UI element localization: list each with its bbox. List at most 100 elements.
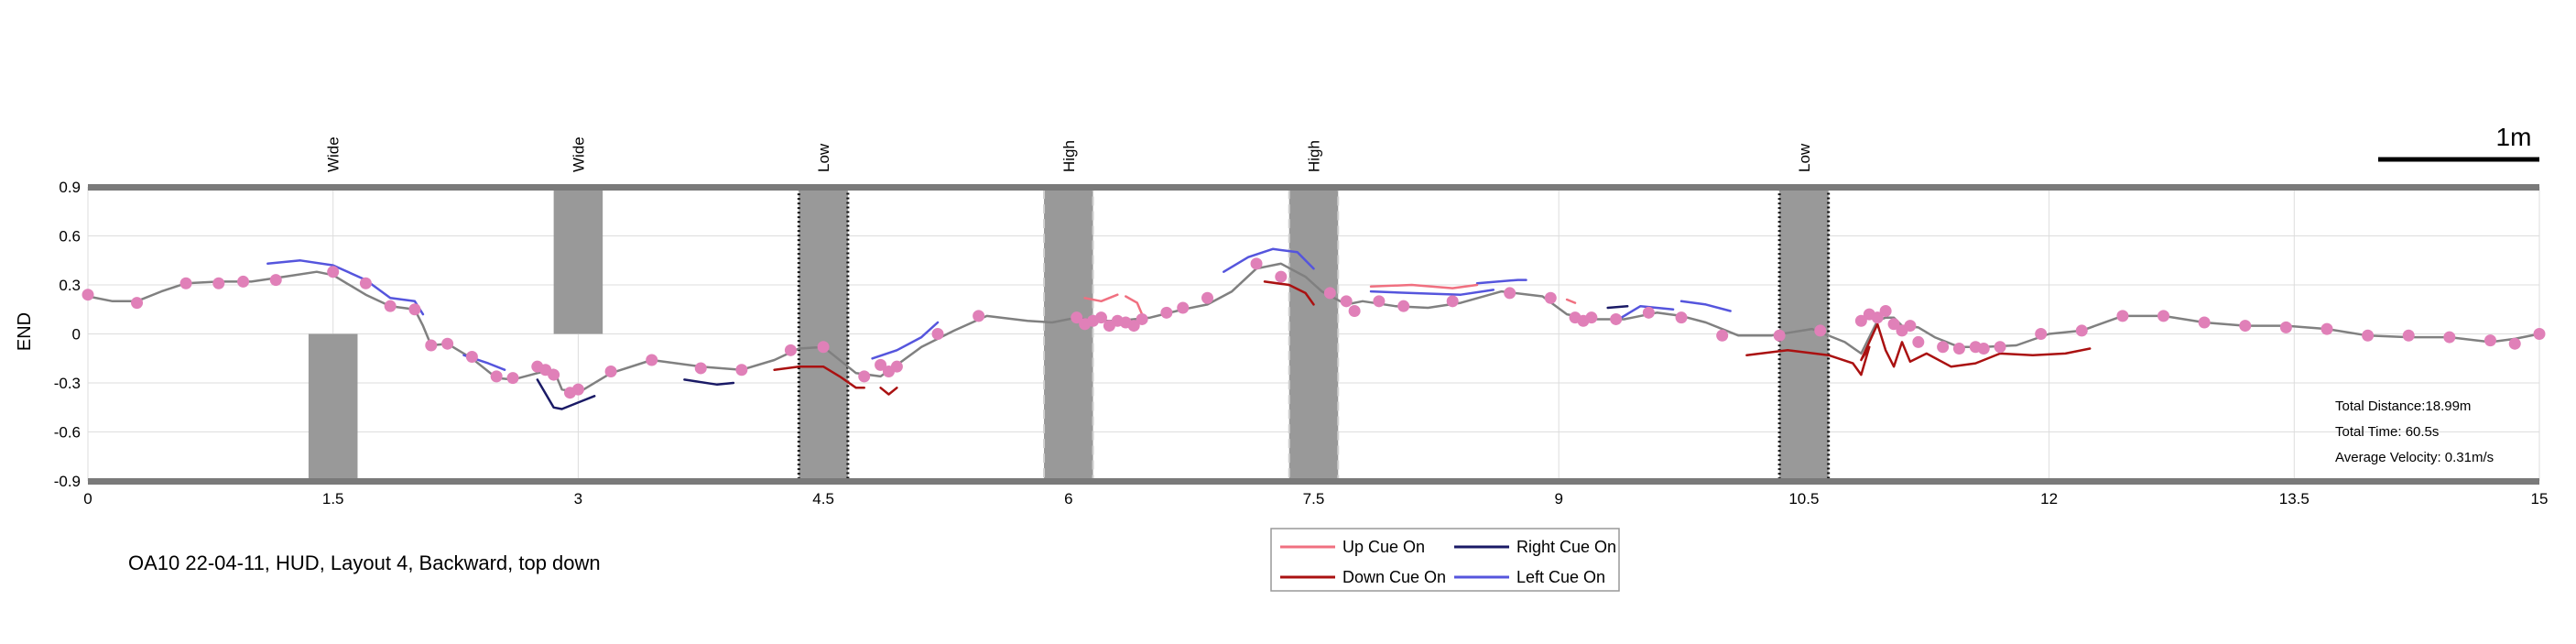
trajectory-point [890,360,903,373]
trajectory-point [425,339,438,352]
trajectory-point [1201,291,1213,304]
obstacle-label: High [1306,140,1323,172]
stat-average-velocity: Average Velocity: 0.31m/s [2335,450,2494,465]
trajectory-point [2508,337,2521,350]
obstacle-wide [553,187,603,334]
trajectory-point [327,266,340,278]
cue-line-down [1745,322,2092,377]
x-tick-label: 3 [574,490,582,508]
obstacle-high [1043,186,1094,482]
x-tick-label: 6 [1064,490,1072,508]
cue-line-left [871,321,940,360]
trajectory-point [237,275,250,288]
trajectory-point [1994,341,2006,354]
trajectory-point [506,372,519,385]
trajectory-point [1716,329,1729,342]
trajectory-point [1446,295,1459,308]
trajectory-point [2239,320,2252,333]
trajectory-point [2402,329,2415,342]
obstacle-wide [308,333,358,481]
trajectory-point [2443,331,2456,344]
trajectory-point [1642,306,1655,319]
trajectory-point [1879,305,1892,318]
trajectory-point [858,370,871,383]
trajectory-point [1977,343,1990,355]
legend: Up Cue On Right Cue On Down Cue On Left … [1270,528,1620,592]
trajectory-point [2279,321,2292,333]
trajectory-point [2533,328,2546,340]
obstacle-low [797,185,850,483]
trajectory-points [82,257,2546,399]
trajectory-point [1071,311,1083,324]
obstacle-label: Low [1796,143,1813,172]
trajectory-point [179,277,192,289]
stat-total-time: Total Time: 60.5s [2335,424,2439,440]
trajectory-point [973,310,985,322]
cue-line-left [1475,278,1527,285]
frame-bottom [88,478,2539,485]
cue-line-up [1565,298,1577,304]
stats-box: Total Distance:18.99m Total Time: 60.5s … [2335,398,2494,465]
scale-bar-label: 1m [2496,123,2532,151]
trajectory-point [1177,301,1190,314]
cue-line-left [266,259,425,316]
obstacle-high [1288,186,1340,482]
trajectory-point [2158,310,2170,322]
y-tick-label: 0.9 [59,179,81,196]
trajectory-point [1871,311,1884,324]
trajectory-point [1887,318,1900,331]
cue-line-left [1369,289,1495,296]
y-tick-label: -0.6 [54,424,81,442]
y-tick-label: 0 [72,326,81,344]
trajectory-point [2362,329,2375,342]
trajectory-point [1937,341,1950,354]
stat-total-distance: Total Distance:18.99m [2335,398,2471,414]
trajectory-point [604,366,617,378]
cue-line-up [1369,283,1479,289]
trajectory-point [2116,310,2129,322]
cue-line-up [1125,295,1144,316]
trajectory-point [548,368,560,381]
trajectory-point [408,303,421,316]
y-tick-label: -0.9 [54,473,81,490]
x-tick-label: 10.5 [1788,490,1819,508]
frame-top [88,184,2539,191]
obstacle-label: Low [815,143,832,172]
trajectory-point [269,274,282,287]
cue-line-right [1606,304,1629,310]
cue-line-down [773,365,865,389]
trajectory-point [571,383,584,396]
cue-line-down [879,387,898,396]
trajectory-point [1773,329,1786,342]
trajectory-point [2075,324,2088,337]
cue-line-right [536,378,596,410]
cue-line-left [1223,247,1315,273]
obstacle-label: High [1060,140,1078,172]
trajectory-point [441,337,454,350]
trajectory-point [1814,324,1827,337]
cue-line-right [683,378,735,387]
trajectory-point [384,300,397,312]
trajectory-point [735,364,748,377]
trajectory-point [1585,311,1598,324]
trajectory-point [465,350,478,363]
trajectory-point [646,354,658,366]
legend-label-right: Right Cue On [1516,538,1616,556]
y-tick-label: 0.3 [59,277,81,294]
trajectory-point [875,358,887,371]
y-axis-label: END [15,312,35,351]
y-tick-label: -0.3 [54,375,81,392]
x-tick-label: 13.5 [2279,490,2310,508]
trajectory-point [131,297,144,310]
trajectory-point [1912,335,1925,348]
trajectory-point [212,277,225,289]
trajectory-point [1904,320,1917,333]
trajectory-point [1136,312,1148,325]
x-tick-label: 12 [2040,490,2058,508]
trajectory-point [1094,311,1107,324]
trajectory-point [1854,314,1867,327]
trajectory-point [2484,334,2496,347]
legend-label-down: Down Cue On [1342,568,1446,586]
trajectory-point [817,341,830,354]
